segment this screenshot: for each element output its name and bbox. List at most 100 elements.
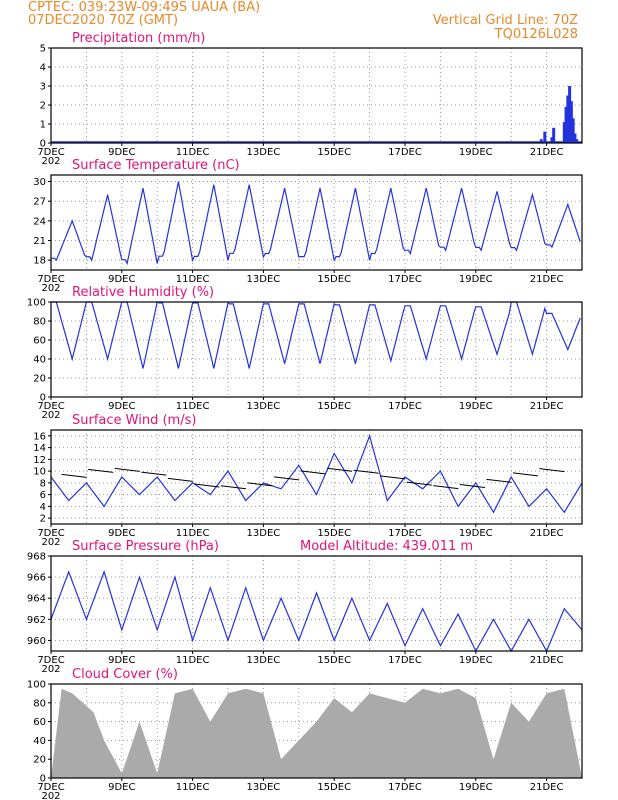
x-tick-label: 19DEC bbox=[459, 655, 493, 666]
x-tick-label: 15DEC bbox=[317, 274, 351, 285]
panel-title-cloud: Cloud Cover (%) bbox=[72, 667, 178, 682]
panel-temp: Surface Temperature (nC) 18 21 24 27 30 7DEC 9D… bbox=[33, 158, 583, 294]
x-tick-label: 13DEC bbox=[247, 147, 281, 158]
y-tick-label: 4 bbox=[40, 63, 46, 74]
y-tick-label: 60 bbox=[33, 336, 46, 347]
x-tick-label: 9DEC bbox=[108, 528, 135, 539]
wind-arrow bbox=[300, 470, 326, 475]
y-tick-label: 3 bbox=[40, 82, 46, 93]
wind-arrow bbox=[380, 475, 406, 480]
x-tick-label: 17DEC bbox=[388, 782, 422, 793]
y-tick-label: 27 bbox=[33, 197, 46, 208]
y-tick-label: 0 bbox=[40, 774, 46, 785]
panel-pres: Surface Pressure (hPa) Model Altitude: 43… bbox=[27, 539, 583, 675]
x-tick-label: 21DEC bbox=[530, 782, 564, 793]
wind-arrow bbox=[141, 471, 167, 476]
y-tick-label: 40 bbox=[33, 355, 46, 366]
y-tick-label: 16 bbox=[33, 431, 46, 442]
x-year-label: 202 bbox=[41, 283, 60, 294]
x-tick-label: 17DEC bbox=[388, 401, 422, 412]
wind-arrow bbox=[194, 483, 220, 488]
x-tick-label: 7DEC bbox=[37, 782, 64, 793]
y-tick-label: 8 bbox=[40, 478, 46, 489]
x-year-label: 202 bbox=[41, 410, 60, 421]
panel-title-precip: Precipitation (mm/h) bbox=[72, 31, 205, 46]
x-tick-label: 21DEC bbox=[530, 274, 564, 285]
x-tick-label: 13DEC bbox=[247, 782, 281, 793]
panel-frame bbox=[50, 301, 583, 398]
x-tick-label: 9DEC bbox=[108, 147, 135, 158]
y-tick-label: 40 bbox=[33, 736, 46, 747]
precip-bar bbox=[550, 137, 554, 143]
y-tick-label: 21 bbox=[33, 236, 46, 247]
precip-bar bbox=[573, 133, 577, 143]
series-line-wind bbox=[50, 433, 583, 514]
series-line-temp bbox=[51, 181, 581, 266]
x-tick-label: 21DEC bbox=[530, 147, 564, 158]
y-tick-label: 100 bbox=[27, 298, 46, 309]
wind-arrow bbox=[353, 469, 379, 474]
panel-title-rh: Relative Humidity (%) bbox=[72, 285, 214, 300]
precip-bar bbox=[575, 139, 579, 143]
x-tick-label: 13DEC bbox=[247, 274, 281, 285]
y-tick-label: 962 bbox=[27, 615, 46, 626]
y-tick-label: 30 bbox=[33, 177, 46, 188]
x-tick-label: 7DEC bbox=[37, 655, 64, 666]
y-tick-label: 80 bbox=[33, 317, 46, 328]
y-tick-label: 24 bbox=[33, 216, 46, 227]
precip-bar bbox=[552, 127, 556, 143]
x-tick-label: 13DEC bbox=[247, 401, 281, 412]
x-year-label: 202 bbox=[41, 156, 60, 167]
y-tick-label: 960 bbox=[27, 636, 46, 647]
y-tick-label: 2 bbox=[40, 101, 46, 112]
y-tick-label: 60 bbox=[33, 717, 46, 728]
precip-bar bbox=[539, 139, 543, 143]
x-tick-label: 11DEC bbox=[176, 401, 210, 412]
x-tick-label: 19DEC bbox=[459, 782, 493, 793]
x-tick-label: 11DEC bbox=[176, 274, 210, 285]
panel-frame bbox=[50, 174, 583, 271]
wind-arrow bbox=[406, 481, 432, 486]
precip-bar bbox=[566, 95, 570, 143]
precip-bar bbox=[562, 122, 566, 143]
wind-arrow bbox=[486, 478, 512, 483]
precip-bar bbox=[568, 86, 572, 143]
x-tick-label: 7DEC bbox=[37, 274, 64, 285]
x-year-label: 202 bbox=[41, 791, 60, 800]
x-tick-label: 15DEC bbox=[317, 655, 351, 666]
precip-bar bbox=[564, 106, 568, 143]
wind-arrow bbox=[61, 473, 87, 478]
x-tick-label: 17DEC bbox=[388, 274, 422, 285]
y-tick-label: 2 bbox=[40, 514, 46, 525]
y-tick-label: 80 bbox=[33, 698, 46, 709]
wind-arrow bbox=[327, 467, 353, 472]
x-tick-label: 11DEC bbox=[176, 655, 210, 666]
y-tick-label: 12 bbox=[33, 455, 46, 466]
x-year-label: 202 bbox=[41, 664, 60, 675]
y-tick-label: 1 bbox=[40, 120, 46, 131]
panel-precip: Precipitation (mm/h) 0 1 2 3 4 5 7DEC 9DEC 11DEC 1… bbox=[37, 31, 583, 167]
precip-bar bbox=[569, 101, 573, 143]
x-tick-label: 17DEC bbox=[388, 528, 422, 539]
wind-arrow bbox=[539, 468, 565, 473]
x-tick-label: 21DEC bbox=[530, 528, 564, 539]
x-tick-label: 15DEC bbox=[317, 528, 351, 539]
panel-extra-pres: Model Altitude: 439.011 m bbox=[300, 539, 473, 554]
x-tick-label: 7DEC bbox=[37, 147, 64, 158]
y-tick-label: 20 bbox=[33, 374, 46, 385]
cloud-area bbox=[51, 688, 582, 778]
wind-arrow bbox=[167, 477, 193, 482]
x-tick-label: 13DEC bbox=[247, 655, 281, 666]
panel-title-wind: Surface Wind (m/s) bbox=[72, 413, 196, 428]
x-tick-label: 7DEC bbox=[37, 401, 64, 412]
wind-arrow bbox=[88, 468, 114, 473]
wind-arrow bbox=[512, 472, 539, 477]
x-tick-label: 7DEC bbox=[37, 528, 64, 539]
x-tick-label: 21DEC bbox=[530, 655, 564, 666]
x-tick-label: 19DEC bbox=[459, 274, 493, 285]
panel-rh: Relative Humidity (%) 0 20 40 60 80 100 7DEC 9DE… bbox=[27, 285, 583, 421]
x-tick-label: 15DEC bbox=[317, 401, 351, 412]
y-tick-label: 5 bbox=[40, 44, 46, 55]
